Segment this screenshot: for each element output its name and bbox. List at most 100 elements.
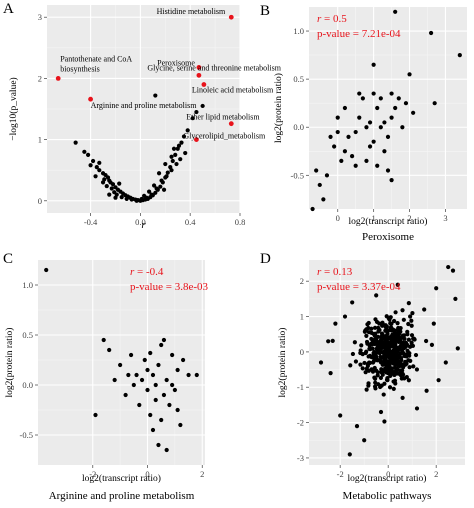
data-point [147,189,152,194]
y-tick-label: 2 [300,276,304,286]
data-point [384,377,390,382]
data-point [373,386,378,391]
data-point [354,424,360,429]
data-point [389,321,394,326]
data-point [346,134,351,139]
data-point [364,339,370,345]
data-point [310,206,315,212]
data-point [44,267,49,273]
data-point [363,328,368,333]
data-point [371,62,376,67]
panel-c-chart: -2 0 2 -0.5 0.0 0.5 1.0 log2(transcript ratio) l… [4,260,208,502]
data-point [326,339,331,344]
data-point [455,346,460,351]
data-point [321,197,326,202]
data-point [411,336,417,341]
data-point [150,372,156,378]
data-point [342,105,348,111]
data-point [128,352,134,358]
data-point [349,153,355,159]
y-axis-label: log2(protein ratio) [273,73,284,143]
data-point [408,344,413,349]
data-point [123,392,128,398]
data-point [358,362,363,367]
data-point [175,367,180,373]
data-point [398,356,404,361]
data-point [405,329,410,334]
data-point [372,375,377,380]
data-point [406,337,411,342]
data-point [367,343,372,348]
data-point [409,333,415,338]
data-point [161,392,167,398]
data-point [367,120,373,125]
data-point [374,293,379,298]
highlight-point [196,65,202,70]
data-point [366,325,371,331]
data-point [363,350,368,356]
data-point [385,168,391,173]
annotation-label: Glycine, serine and threonine metabolism [147,63,281,72]
data-point [159,342,164,348]
stat-p-value-label: p-value = 7.21e-04 [317,28,401,40]
data-point [145,367,150,373]
data-point [161,337,167,343]
data-point [353,359,359,364]
data-point [434,286,439,291]
data-point [156,362,161,368]
data-point [403,362,408,367]
x-axis-label: r [141,219,146,231]
data-point [113,195,118,200]
data-point [372,356,377,361]
data-point [186,372,191,378]
data-point [406,321,411,327]
x-tick-label: 0 [386,469,390,479]
data-point [360,366,365,371]
data-point [134,372,139,378]
data-point [378,125,383,130]
annotation-label: Glycerolipid_metabolism [183,132,266,141]
data-point [369,367,374,372]
data-point [369,330,374,336]
stat-r-label: r = 0.13 [317,266,353,278]
data-point [407,365,412,370]
data-point [324,173,330,178]
data-point [179,140,184,145]
data-point [376,382,381,387]
data-point [400,348,405,353]
data-point [149,192,154,197]
panel-letter-d: D [260,251,271,267]
data-point [178,157,183,162]
data-point [358,348,363,353]
data-point [406,378,411,383]
data-point [353,163,358,168]
data-point [391,361,396,366]
data-point [407,72,412,77]
x-tick-label: 0 [145,469,149,479]
data-point [153,93,158,98]
y-tick-label: 0.0 [22,380,33,390]
data-point [171,146,177,151]
y-tick-label: -0.5 [291,170,304,180]
data-point [333,321,338,326]
data-point [399,376,404,381]
data-point [366,320,371,326]
data-point [82,149,87,154]
panel-letter-c: C [3,251,13,267]
data-point [392,351,398,356]
y-tick-label: 1.0 [22,280,33,290]
data-point [362,360,367,366]
data-point [180,357,186,363]
data-point [389,91,394,96]
y-axis-label: −log10(p_value) [8,77,19,140]
data-point [398,325,403,331]
x-tick-label: 3 [443,213,447,223]
data-point [365,363,370,369]
data-point [389,178,394,183]
data-point [183,150,188,156]
x-tick-label: 1 [372,213,376,223]
data-point [383,366,388,371]
data-point [164,174,169,179]
data-point [408,358,413,363]
data-point [102,177,107,182]
